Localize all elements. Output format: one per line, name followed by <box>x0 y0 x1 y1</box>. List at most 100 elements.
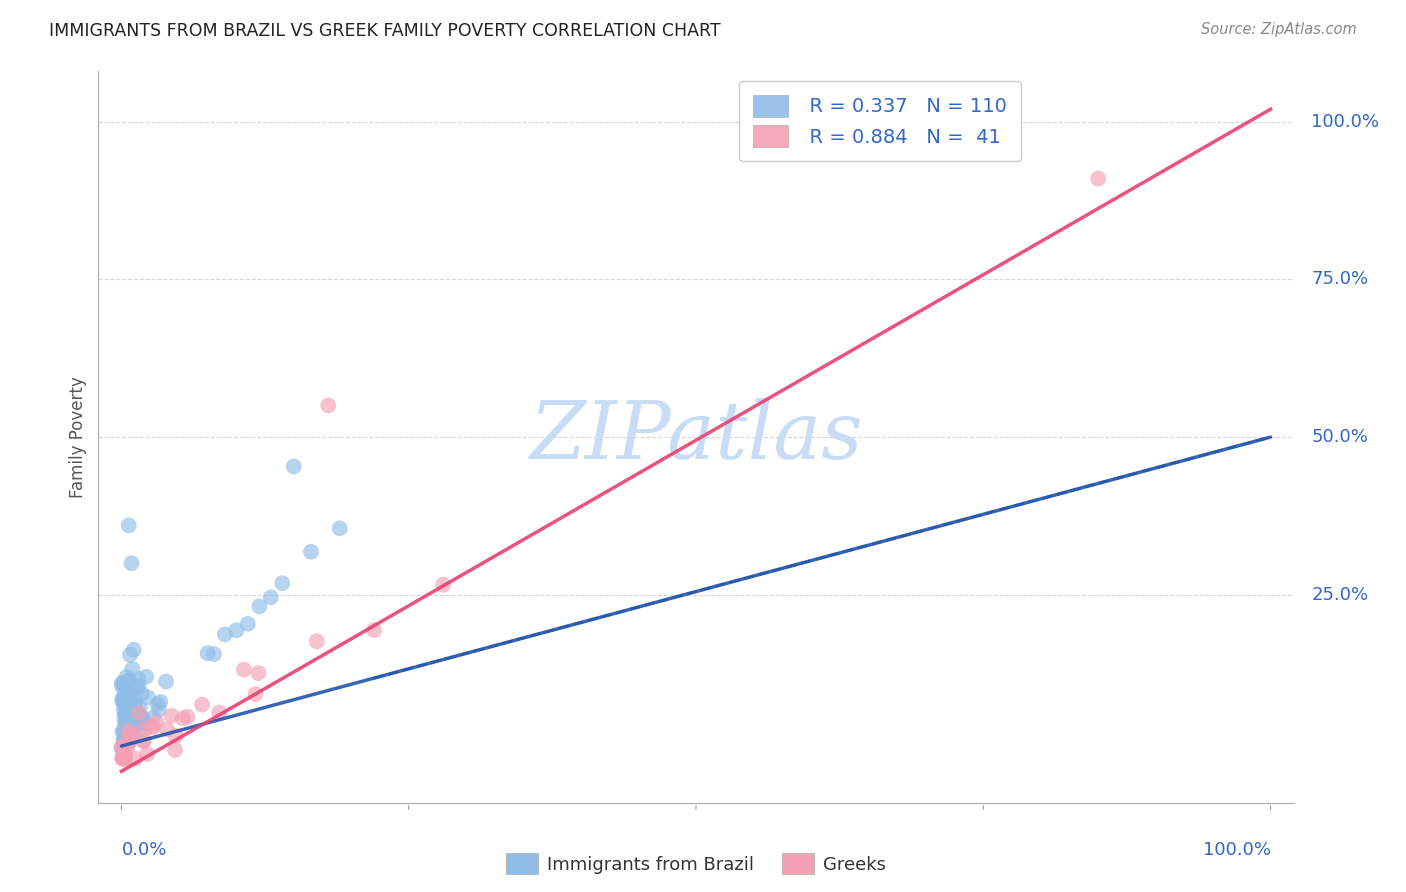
Point <box>115 693 138 707</box>
Point <box>125 705 148 719</box>
Point <box>127 727 149 741</box>
Point <box>120 720 142 734</box>
Point <box>122 727 145 741</box>
Point <box>117 732 139 747</box>
Point <box>329 521 352 535</box>
Point <box>131 687 153 701</box>
Point <box>131 710 153 724</box>
Point <box>125 681 148 696</box>
Point <box>120 727 142 741</box>
Point <box>111 676 134 690</box>
Point <box>121 728 143 742</box>
Point <box>120 693 142 707</box>
Point <box>129 700 152 714</box>
Point <box>232 663 254 677</box>
Point <box>131 713 153 727</box>
Y-axis label: Family Poverty: Family Poverty <box>69 376 87 498</box>
Point <box>115 736 138 750</box>
Point <box>155 674 177 689</box>
Point <box>115 731 138 745</box>
Point <box>112 742 135 756</box>
Point <box>112 703 135 717</box>
Point <box>129 710 152 724</box>
Point <box>114 695 136 709</box>
Point <box>110 740 132 755</box>
Point <box>172 711 194 725</box>
Point <box>115 670 138 684</box>
Point <box>111 680 134 694</box>
Text: ZIPatlas: ZIPatlas <box>529 399 863 475</box>
Point <box>118 730 141 744</box>
Text: Source: ZipAtlas.com: Source: ZipAtlas.com <box>1201 22 1357 37</box>
Point <box>202 647 225 661</box>
Point <box>128 672 150 686</box>
Point <box>191 698 214 712</box>
Point <box>115 684 138 698</box>
Point <box>114 707 136 722</box>
Text: 50.0%: 50.0% <box>1312 428 1368 446</box>
Legend: Immigrants from Brazil, Greeks: Immigrants from Brazil, Greeks <box>499 847 893 881</box>
Point <box>124 708 146 723</box>
Point <box>132 733 155 747</box>
Point <box>115 722 138 736</box>
Point <box>117 733 139 747</box>
Point <box>120 721 142 735</box>
Point <box>165 743 187 757</box>
Point <box>117 720 139 734</box>
Point <box>118 723 141 738</box>
Point <box>132 716 155 731</box>
Point <box>122 708 145 723</box>
Point <box>122 718 145 732</box>
Point <box>127 716 149 731</box>
Point <box>112 733 135 747</box>
Point <box>121 556 143 570</box>
Point <box>141 721 163 735</box>
Point <box>121 727 143 741</box>
Point <box>136 690 159 705</box>
Point <box>117 673 139 688</box>
Point <box>131 715 153 730</box>
Point <box>118 732 141 747</box>
Point <box>112 723 135 738</box>
Point <box>118 730 141 744</box>
Point <box>114 747 136 762</box>
Point <box>114 752 136 766</box>
Point <box>247 666 270 681</box>
Point <box>121 662 143 676</box>
Text: 75.0%: 75.0% <box>1312 270 1368 288</box>
Point <box>236 616 259 631</box>
Point <box>114 724 136 739</box>
Point <box>121 725 143 739</box>
Point <box>247 599 270 614</box>
Text: 0.0%: 0.0% <box>121 840 167 859</box>
Point <box>149 695 172 709</box>
Point <box>148 703 170 717</box>
Point <box>114 737 136 751</box>
Point <box>112 731 135 746</box>
Point <box>176 710 198 724</box>
Point <box>271 576 294 591</box>
Point <box>131 715 153 730</box>
Point <box>245 687 267 701</box>
Point <box>114 715 136 730</box>
Point <box>112 690 135 704</box>
Point <box>118 708 141 723</box>
Point <box>145 715 167 730</box>
Point <box>432 578 454 592</box>
Point <box>117 713 139 727</box>
Point <box>111 740 134 755</box>
Point <box>124 752 146 766</box>
Point <box>115 702 138 716</box>
Point <box>115 699 138 714</box>
Point <box>114 698 136 712</box>
Point <box>111 748 134 763</box>
Point <box>260 591 283 605</box>
Point <box>128 706 150 720</box>
Point <box>127 679 149 693</box>
Point <box>1087 171 1109 186</box>
Point <box>118 719 141 733</box>
Point <box>114 728 136 742</box>
Point <box>112 724 135 739</box>
Point <box>117 719 139 733</box>
Point <box>136 747 159 761</box>
